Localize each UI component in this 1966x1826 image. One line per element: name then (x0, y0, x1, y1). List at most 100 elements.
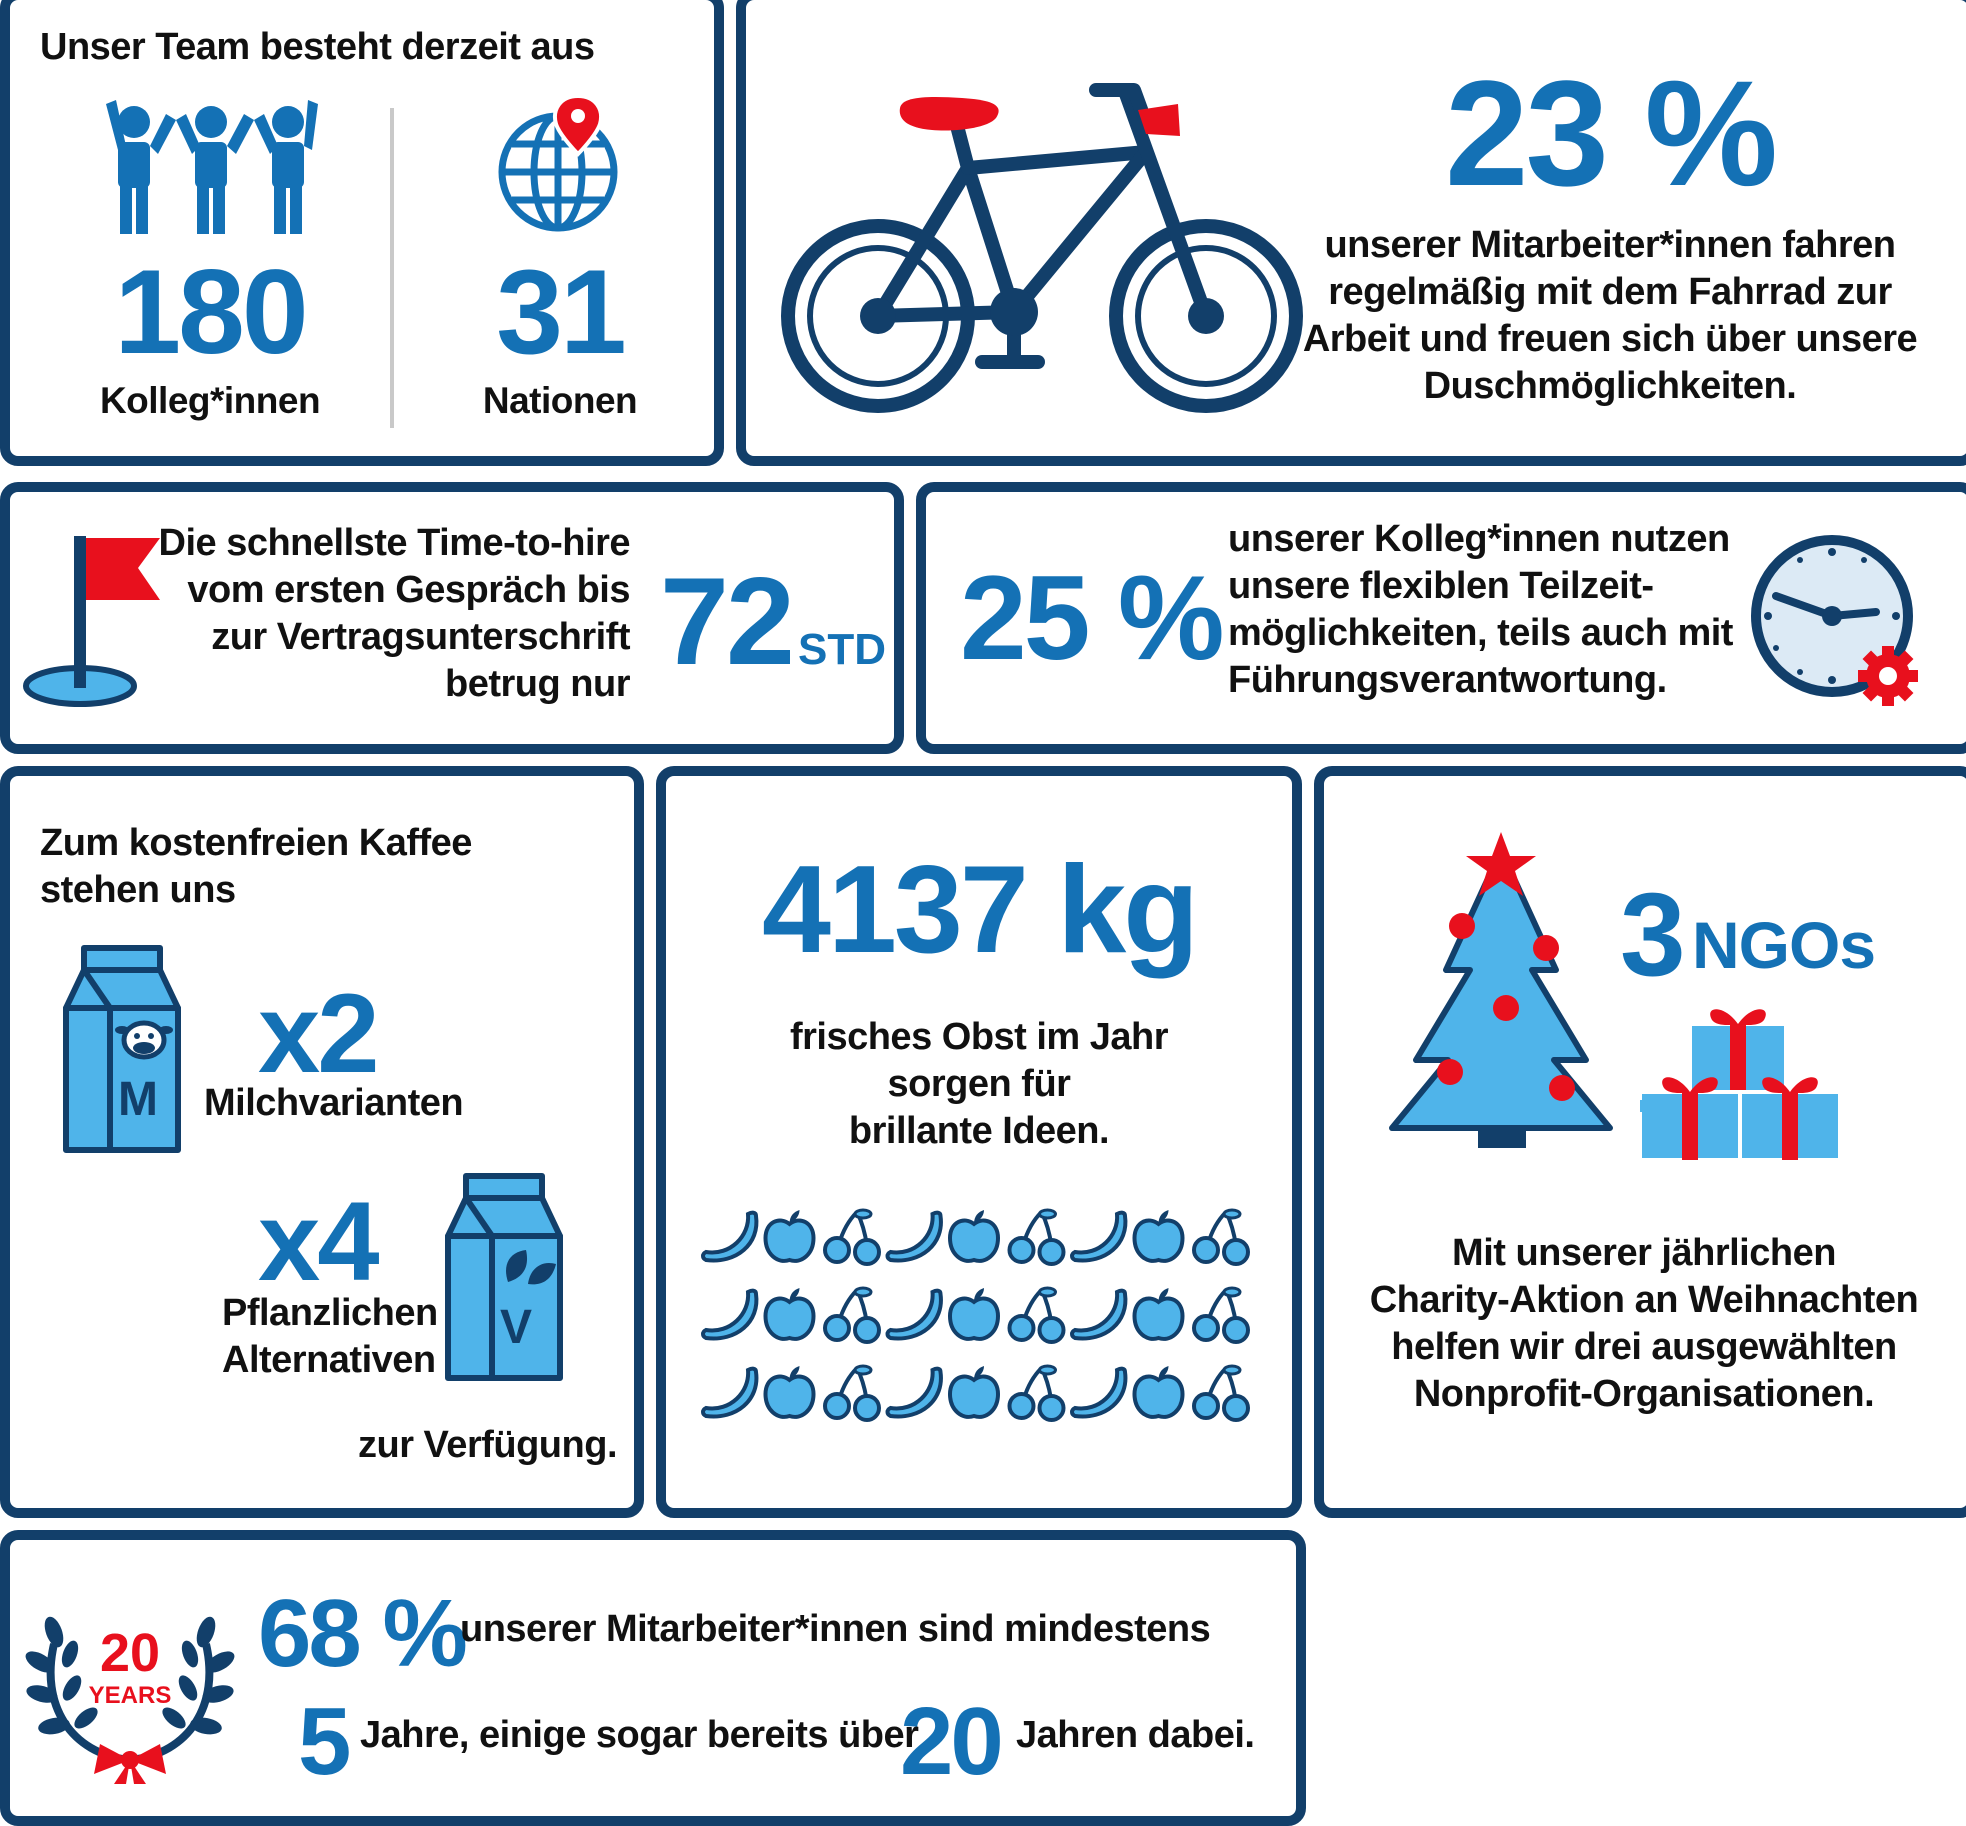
bike-text: unserer Mitarbeiter*innen fahren regelmä… (1290, 222, 1930, 410)
tenure-percent: 68 % (258, 1580, 468, 1687)
parttime-text-line: unserer Kolleg*innen nutzen (1228, 518, 1730, 560)
cherries-icon (823, 1364, 881, 1422)
apple-icon (1132, 1210, 1185, 1263)
hire-card (0, 482, 904, 754)
cherries-icon (1007, 1286, 1066, 1344)
parttime-card (916, 482, 1966, 754)
coffee-intro-line: stehen uns (40, 869, 236, 911)
hire-text-line: betrug nur (445, 663, 630, 705)
plant-label: Pflanzlichen Alternativen (222, 1290, 442, 1384)
fruit-text-line: frisches Obst im Jahr (789, 1016, 1169, 1058)
coffee-card (0, 766, 644, 1518)
parttime-text: unserer Kolleg*innen nutzen unsere flexi… (1228, 516, 1748, 704)
tenure-years-min: 5 (298, 1688, 351, 1795)
bicycle-icon (781, 83, 1303, 413)
fruit-text-line: brillante Ideen. (848, 1110, 1110, 1152)
cherries-icon (1007, 1208, 1066, 1266)
apple-icon (947, 1366, 1001, 1419)
tenure-line1: unserer Mitarbeiter*innen sind mindesten… (460, 1608, 1211, 1650)
team-intro: Unser Team besteht derzeit aus (40, 26, 595, 68)
hire-hours-unit: STD (798, 625, 886, 674)
milk-label: Milchvarianten (204, 1082, 464, 1124)
team-divider (390, 108, 394, 428)
parttime-percent: 25 % (960, 551, 1225, 685)
fruit-text: frisches Obst im Jahr sorgen für brillan… (676, 1014, 1282, 1155)
plant-label-line: Alternativen (222, 1339, 436, 1381)
cherries-icon (823, 1208, 881, 1266)
plant-count: x4 (258, 1179, 380, 1304)
banana-icon (885, 1366, 943, 1419)
hire-hours-value: 72 (660, 553, 795, 691)
plant-carton-icon (445, 1173, 563, 1381)
fruit-amount: 4137 kg (761, 841, 1199, 979)
banana-icon (701, 1288, 759, 1341)
apple-icon (763, 1288, 816, 1341)
cherries-icon (1192, 1208, 1250, 1266)
milk-carton-icon (63, 945, 181, 1153)
fruit-icon-grid (701, 1208, 1250, 1422)
milk-carton-letter: M (118, 1073, 158, 1126)
coffee-intro: Zum kostenfreien Kaffee stehen uns (40, 820, 600, 914)
hire-text-line: Die schnellste Time-to-hire (158, 522, 631, 564)
gift-boxes-icon (1638, 1009, 1842, 1162)
parttime-text-line: unsere flexiblen Teilzeit- (1228, 565, 1654, 607)
milk-count: x2 (258, 971, 380, 1096)
tenure-line2a: Jahre, einige sogar bereits über (360, 1714, 919, 1756)
banana-icon (701, 1210, 759, 1263)
banana-icon (1070, 1366, 1128, 1419)
banana-icon (1070, 1210, 1128, 1263)
banana-icon (701, 1366, 759, 1419)
bike-text-line: Duschmöglichkeiten. (1423, 365, 1797, 407)
cherries-icon (1192, 1286, 1250, 1344)
golf-flag-icon (23, 536, 160, 707)
people-group-icon (106, 100, 318, 234)
coffee-outro: zur Verfügung. (358, 1424, 618, 1466)
cherries-icon (823, 1286, 881, 1344)
laurel-badge-icon (25, 1616, 235, 1784)
globe-pin-icon (498, 93, 618, 232)
tenure-card (0, 1530, 1306, 1826)
apple-icon (763, 1366, 816, 1419)
charity-text-line: helfen wir drei ausgewählten (1391, 1326, 1897, 1368)
banana-icon (885, 1288, 943, 1341)
parttime-text-line: möglichkeiten, teils auch mit (1228, 612, 1733, 654)
bike-text-line: Arbeit und freuen sich über unsere (1302, 318, 1918, 360)
badge-word: YEARS (88, 1682, 172, 1709)
nations-count: 31 (496, 245, 626, 379)
hire-text: Die schnellste Time-to-hire vom ersten G… (120, 520, 631, 708)
apple-icon (763, 1210, 816, 1263)
badge-number: 20 (99, 1623, 161, 1683)
colleagues-label: Kolleg*innen (99, 380, 321, 421)
ngo-unit: NGOs (1692, 908, 1876, 982)
apple-icon (947, 1288, 1001, 1341)
christmas-tree-icon (1389, 832, 1613, 1148)
hire-text-line: zur Vertragsunterschrift (211, 616, 630, 658)
tenure-years-max: 20 (900, 1688, 1004, 1795)
bike-text-line: unserer Mitarbeiter*innen fahren (1324, 224, 1896, 266)
charity-text: Mit unserer jährlichen Charity-Aktion an… (1344, 1230, 1944, 1418)
charity-text-line: Charity-Aktion an Weihnachten (1369, 1279, 1919, 1321)
charity-text-line: Nonprofit-Organisationen. (1413, 1373, 1875, 1415)
cherries-icon (1192, 1364, 1250, 1422)
hire-text-line: vom ersten Gespräch bis (187, 569, 630, 611)
fruit-text-line: sorgen für (887, 1063, 1071, 1105)
clock-gear-icon (1751, 535, 1918, 706)
bike-card (736, 0, 1966, 466)
banana-icon (885, 1210, 943, 1263)
plant-carton-letter: V (500, 1301, 533, 1354)
bike-percent: 23 % (1445, 49, 1778, 217)
cherries-icon (1007, 1364, 1066, 1422)
banana-icon (1070, 1288, 1128, 1341)
coffee-intro-line: Zum kostenfreien Kaffee (40, 822, 472, 864)
nations-label: Nationen (482, 380, 638, 421)
apple-icon (1132, 1288, 1185, 1341)
colleagues-count: 180 (114, 245, 308, 379)
apple-icon (1132, 1366, 1185, 1419)
apple-icon (947, 1210, 1001, 1263)
parttime-text-line: Führungsverantwortung. (1228, 659, 1667, 701)
charity-text-line: Mit unserer jährlichen (1452, 1232, 1836, 1274)
tenure-line2b: Jahren dabei. (1016, 1714, 1255, 1756)
plant-label-line: Pflanzlichen (222, 1292, 438, 1334)
bike-text-line: regelmäßig mit dem Fahrrad zur (1328, 271, 1892, 313)
ngo-count: 3 (1620, 869, 1686, 1001)
